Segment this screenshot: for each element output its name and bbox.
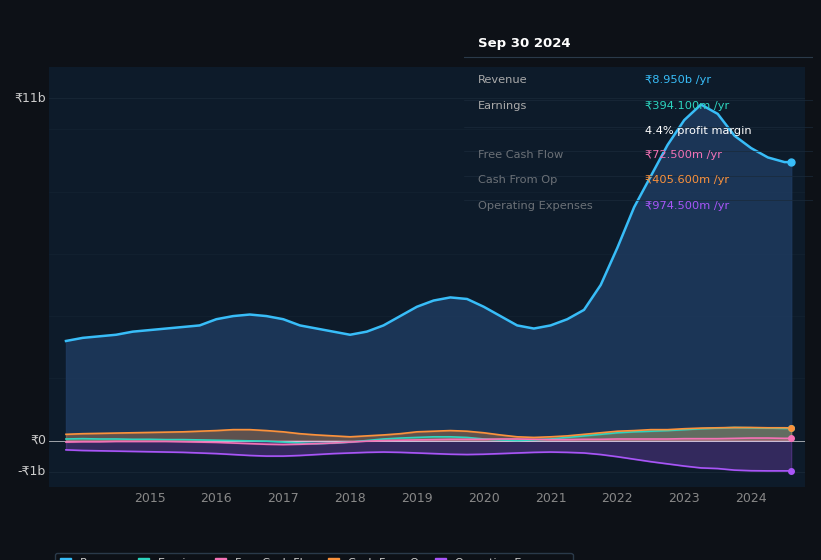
Text: ₹72.500m /yr: ₹72.500m /yr [645, 150, 722, 160]
Text: ₹405.600m /yr: ₹405.600m /yr [645, 175, 729, 185]
Text: 4.4% profit margin: 4.4% profit margin [645, 126, 752, 136]
Text: Sep 30 2024: Sep 30 2024 [478, 37, 571, 50]
Text: Earnings: Earnings [478, 101, 527, 111]
Text: Operating Expenses: Operating Expenses [478, 202, 593, 211]
Text: ₹11b: ₹11b [14, 92, 46, 105]
Text: Free Cash Flow: Free Cash Flow [478, 150, 563, 160]
Legend: Revenue, Earnings, Free Cash Flow, Cash From Op, Operating Expenses: Revenue, Earnings, Free Cash Flow, Cash … [55, 553, 572, 560]
Text: -₹1b: -₹1b [18, 465, 46, 478]
Text: Revenue: Revenue [478, 74, 527, 85]
Text: Cash From Op: Cash From Op [478, 175, 557, 185]
Text: ₹0: ₹0 [30, 434, 46, 447]
Text: ₹974.500m /yr: ₹974.500m /yr [645, 202, 730, 211]
Text: ₹394.100m /yr: ₹394.100m /yr [645, 101, 730, 111]
Text: ₹8.950b /yr: ₹8.950b /yr [645, 74, 712, 85]
